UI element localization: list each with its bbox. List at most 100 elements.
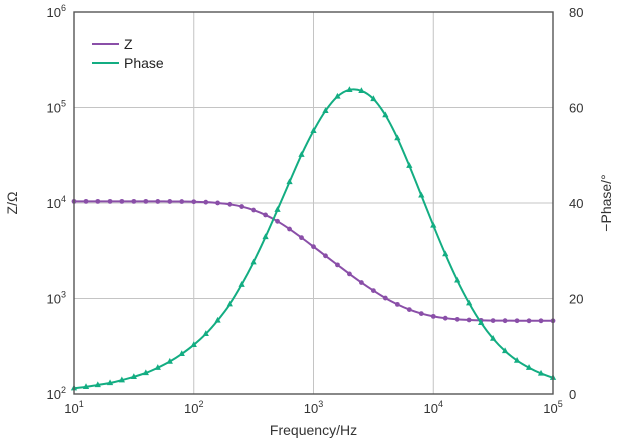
z-data-point bbox=[526, 318, 532, 324]
phase-data-point bbox=[454, 276, 461, 283]
phase-data-point bbox=[226, 300, 233, 307]
y-left-tick-label: 105 bbox=[47, 99, 66, 116]
phase-data-point bbox=[202, 330, 209, 336]
z-data-point bbox=[143, 198, 149, 204]
z-data-point bbox=[406, 307, 412, 313]
phase-data-point bbox=[346, 86, 353, 92]
phase-data-point bbox=[106, 379, 114, 386]
legend-label-phase: Phase bbox=[124, 55, 164, 71]
z-data-point bbox=[275, 218, 280, 224]
y-right-tick-label: 60 bbox=[569, 101, 583, 116]
z-data-point bbox=[191, 199, 197, 205]
z-data-point bbox=[323, 253, 328, 259]
z-data-point bbox=[418, 311, 424, 316]
series-layer bbox=[70, 86, 557, 391]
z-data-point bbox=[359, 280, 364, 285]
x-tick-label: 101 bbox=[64, 399, 83, 416]
y-right-tick-label: 40 bbox=[569, 196, 583, 211]
phase-data-point bbox=[501, 347, 509, 354]
z-data-point bbox=[83, 198, 89, 204]
legend-label-z: Z bbox=[124, 36, 133, 52]
y-left-tick-label: 103 bbox=[47, 290, 66, 307]
z-data-point bbox=[502, 318, 508, 324]
phase-data-point bbox=[466, 299, 473, 306]
phase-data-point bbox=[190, 341, 197, 347]
z-data-point bbox=[215, 200, 220, 206]
phase-data-point bbox=[513, 356, 521, 363]
z-data-point bbox=[442, 315, 448, 321]
phase-data-point bbox=[310, 127, 317, 134]
z-data-point bbox=[167, 199, 173, 204]
phase-data-point bbox=[214, 316, 221, 323]
phase-data-point bbox=[250, 258, 257, 265]
z-data-point bbox=[299, 235, 304, 241]
x-tick-label: 105 bbox=[543, 399, 562, 416]
z-data-point bbox=[514, 318, 520, 324]
z-data-point bbox=[131, 198, 137, 204]
z-data-point bbox=[155, 199, 161, 204]
z-data-point bbox=[119, 198, 125, 204]
z-data-point bbox=[203, 199, 209, 205]
z-data-point bbox=[454, 316, 460, 322]
phase-data-point bbox=[82, 383, 90, 389]
phase-data-point bbox=[238, 281, 245, 287]
phase-data-point bbox=[118, 376, 125, 383]
phase-data-point bbox=[406, 162, 413, 168]
phase-data-point bbox=[382, 111, 389, 118]
z-data-point bbox=[466, 317, 472, 323]
phase-data-point bbox=[274, 206, 281, 212]
z-data-point bbox=[382, 295, 388, 301]
phase-data-point bbox=[322, 107, 329, 114]
z-data-point bbox=[335, 262, 340, 268]
z-data-point bbox=[227, 201, 233, 207]
phase-data-point bbox=[334, 92, 341, 99]
x-tick-label: 104 bbox=[424, 399, 443, 416]
x-axis-label: Frequency/Hz bbox=[270, 422, 357, 438]
phase-data-point bbox=[286, 178, 293, 185]
z-data-point bbox=[347, 271, 352, 277]
y-left-tick-label: 102 bbox=[47, 385, 66, 402]
y-left-tick-label: 104 bbox=[47, 194, 66, 211]
phase-data-point bbox=[430, 221, 437, 228]
legend: Z Phase bbox=[92, 36, 164, 71]
y-right-tick-label: 80 bbox=[569, 5, 583, 20]
phase-data-point bbox=[478, 319, 485, 326]
y-right-tick-label: 0 bbox=[569, 387, 576, 402]
phase-data-point bbox=[130, 373, 137, 379]
y-left-axis-label: Z/Ω bbox=[4, 192, 20, 215]
phase-data-point bbox=[166, 357, 173, 364]
phase-data-point bbox=[178, 350, 185, 357]
z-data-point bbox=[490, 318, 496, 323]
y-left-tick-label: 106 bbox=[47, 3, 66, 20]
z-data-point bbox=[394, 301, 400, 307]
z-data-point bbox=[251, 207, 256, 213]
z-data-point bbox=[311, 244, 316, 250]
phase-data-point bbox=[442, 250, 449, 257]
phase-data-point bbox=[370, 95, 377, 102]
z-data-point bbox=[430, 313, 436, 319]
z-data-point bbox=[95, 198, 101, 204]
phase-data-point bbox=[525, 364, 533, 370]
phase-data-point bbox=[537, 369, 545, 376]
phase-data-point bbox=[154, 364, 161, 370]
phase-data-point bbox=[262, 233, 269, 240]
phase-data-point bbox=[142, 369, 149, 376]
phase-data-point bbox=[394, 134, 401, 141]
y-right-tick-label: 20 bbox=[569, 292, 583, 307]
phase-data-point bbox=[94, 381, 101, 388]
z-data-point bbox=[370, 288, 376, 293]
z-data-point bbox=[107, 198, 113, 204]
z-data-point bbox=[239, 204, 245, 209]
phase-data-point bbox=[358, 87, 365, 93]
y-right-axis-label: −Phase/° bbox=[598, 174, 614, 231]
plot-frame bbox=[73, 11, 554, 395]
phase-data-point bbox=[298, 151, 305, 157]
grid bbox=[74, 12, 553, 394]
z-data-point bbox=[263, 212, 268, 218]
z-data-point bbox=[538, 318, 544, 324]
x-tick-label: 103 bbox=[304, 399, 323, 416]
z-data-point bbox=[287, 226, 292, 232]
